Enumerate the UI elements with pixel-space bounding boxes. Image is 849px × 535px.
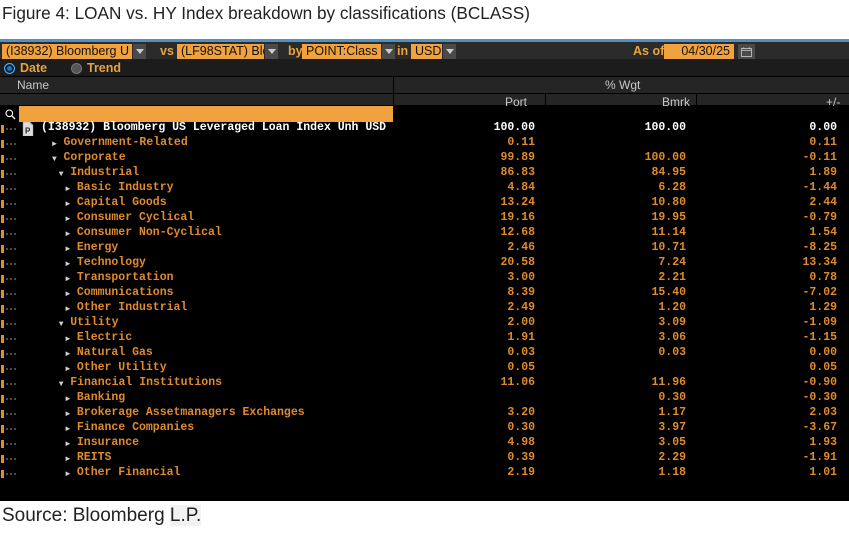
svg-text:P: P xyxy=(25,126,31,135)
